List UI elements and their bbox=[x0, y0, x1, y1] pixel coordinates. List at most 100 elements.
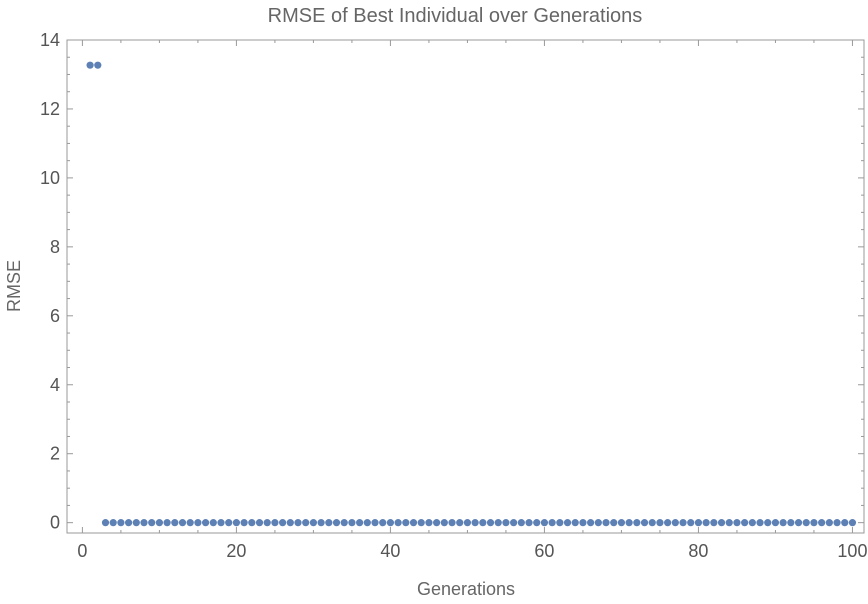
x-tick-label: 60 bbox=[534, 541, 554, 561]
data-point bbox=[132, 519, 140, 527]
data-point bbox=[271, 519, 279, 527]
data-point bbox=[417, 519, 425, 527]
data-point bbox=[794, 519, 803, 527]
data-point bbox=[664, 519, 672, 527]
data-point bbox=[540, 519, 549, 527]
data-point bbox=[448, 519, 456, 527]
data-point bbox=[733, 519, 741, 527]
y-tick-label: 0 bbox=[50, 513, 60, 533]
data-point bbox=[456, 519, 464, 527]
data-point bbox=[109, 519, 117, 527]
data-point bbox=[625, 519, 633, 527]
data-point bbox=[687, 519, 695, 527]
data-points bbox=[86, 61, 857, 527]
data-point bbox=[717, 519, 726, 527]
data-point bbox=[841, 519, 849, 527]
x-axis: 0 20 40 60 80 100 bbox=[77, 40, 867, 561]
data-point bbox=[494, 519, 502, 527]
data-point bbox=[533, 519, 541, 527]
plot-frame bbox=[66, 39, 865, 534]
data-point bbox=[255, 519, 264, 527]
data-point bbox=[379, 519, 387, 527]
y-axis: 0 2 4 6 8 10 12 14 bbox=[40, 30, 864, 533]
x-tick-label: 0 bbox=[77, 541, 87, 561]
data-point bbox=[148, 519, 156, 527]
data-point bbox=[117, 519, 125, 527]
data-point bbox=[833, 519, 841, 527]
data-point bbox=[702, 519, 710, 527]
data-point bbox=[825, 519, 833, 527]
data-point bbox=[340, 519, 348, 527]
data-point bbox=[725, 519, 733, 527]
data-point bbox=[640, 519, 649, 527]
data-point bbox=[463, 519, 472, 527]
data-point bbox=[363, 519, 371, 527]
data-point bbox=[771, 519, 780, 527]
data-point bbox=[94, 61, 102, 69]
data-point bbox=[571, 519, 579, 527]
y-tick-label: 4 bbox=[50, 375, 60, 395]
data-point bbox=[764, 519, 772, 527]
data-point bbox=[386, 519, 395, 527]
data-point bbox=[656, 519, 664, 527]
data-point bbox=[671, 519, 679, 527]
data-point bbox=[394, 519, 402, 527]
data-point bbox=[263, 519, 271, 527]
data-point bbox=[440, 519, 448, 527]
data-point bbox=[409, 519, 418, 527]
x-tick-label: 100 bbox=[837, 541, 867, 561]
data-point bbox=[525, 519, 533, 527]
data-point bbox=[317, 519, 325, 527]
data-point bbox=[302, 519, 310, 527]
data-point bbox=[356, 519, 364, 527]
data-point bbox=[779, 519, 787, 527]
data-point bbox=[748, 519, 756, 527]
data-point bbox=[502, 519, 510, 527]
data-point bbox=[471, 519, 479, 527]
data-point bbox=[479, 519, 487, 527]
data-point bbox=[186, 519, 194, 527]
data-point bbox=[125, 519, 133, 527]
data-point bbox=[209, 519, 217, 527]
data-point bbox=[348, 519, 356, 527]
data-point bbox=[810, 519, 818, 527]
data-point bbox=[818, 519, 826, 527]
y-tick-label: 6 bbox=[50, 306, 60, 326]
data-point bbox=[232, 519, 241, 527]
data-point bbox=[325, 519, 333, 527]
data-point bbox=[217, 519, 225, 527]
data-point bbox=[617, 519, 626, 527]
data-point bbox=[486, 519, 495, 527]
data-point bbox=[433, 519, 441, 527]
x-tick-label: 40 bbox=[380, 541, 400, 561]
data-point bbox=[587, 519, 595, 527]
data-point bbox=[202, 519, 210, 527]
data-point bbox=[679, 519, 687, 527]
y-tick-label: 2 bbox=[50, 444, 60, 464]
data-point bbox=[594, 519, 602, 527]
y-tick-label: 12 bbox=[40, 99, 60, 119]
data-point bbox=[510, 519, 518, 527]
x-tick-label: 20 bbox=[226, 541, 246, 561]
data-point bbox=[741, 519, 749, 527]
data-point bbox=[563, 519, 572, 527]
data-point bbox=[425, 519, 433, 527]
data-point bbox=[694, 519, 703, 527]
data-point bbox=[633, 519, 641, 527]
data-point bbox=[848, 519, 857, 527]
data-point bbox=[194, 519, 202, 527]
data-point bbox=[371, 519, 379, 527]
data-point bbox=[710, 519, 718, 527]
chart-title: RMSE of Best Individual over Generations bbox=[268, 5, 643, 27]
data-point bbox=[286, 519, 294, 527]
data-point bbox=[140, 519, 148, 527]
x-tick-label: 80 bbox=[688, 541, 708, 561]
data-point bbox=[517, 519, 525, 527]
data-point bbox=[309, 519, 318, 527]
data-point bbox=[248, 519, 256, 527]
y-tick-label: 14 bbox=[40, 30, 60, 50]
data-point bbox=[101, 519, 110, 527]
data-point bbox=[86, 61, 94, 69]
y-tick-label: 8 bbox=[50, 237, 60, 257]
